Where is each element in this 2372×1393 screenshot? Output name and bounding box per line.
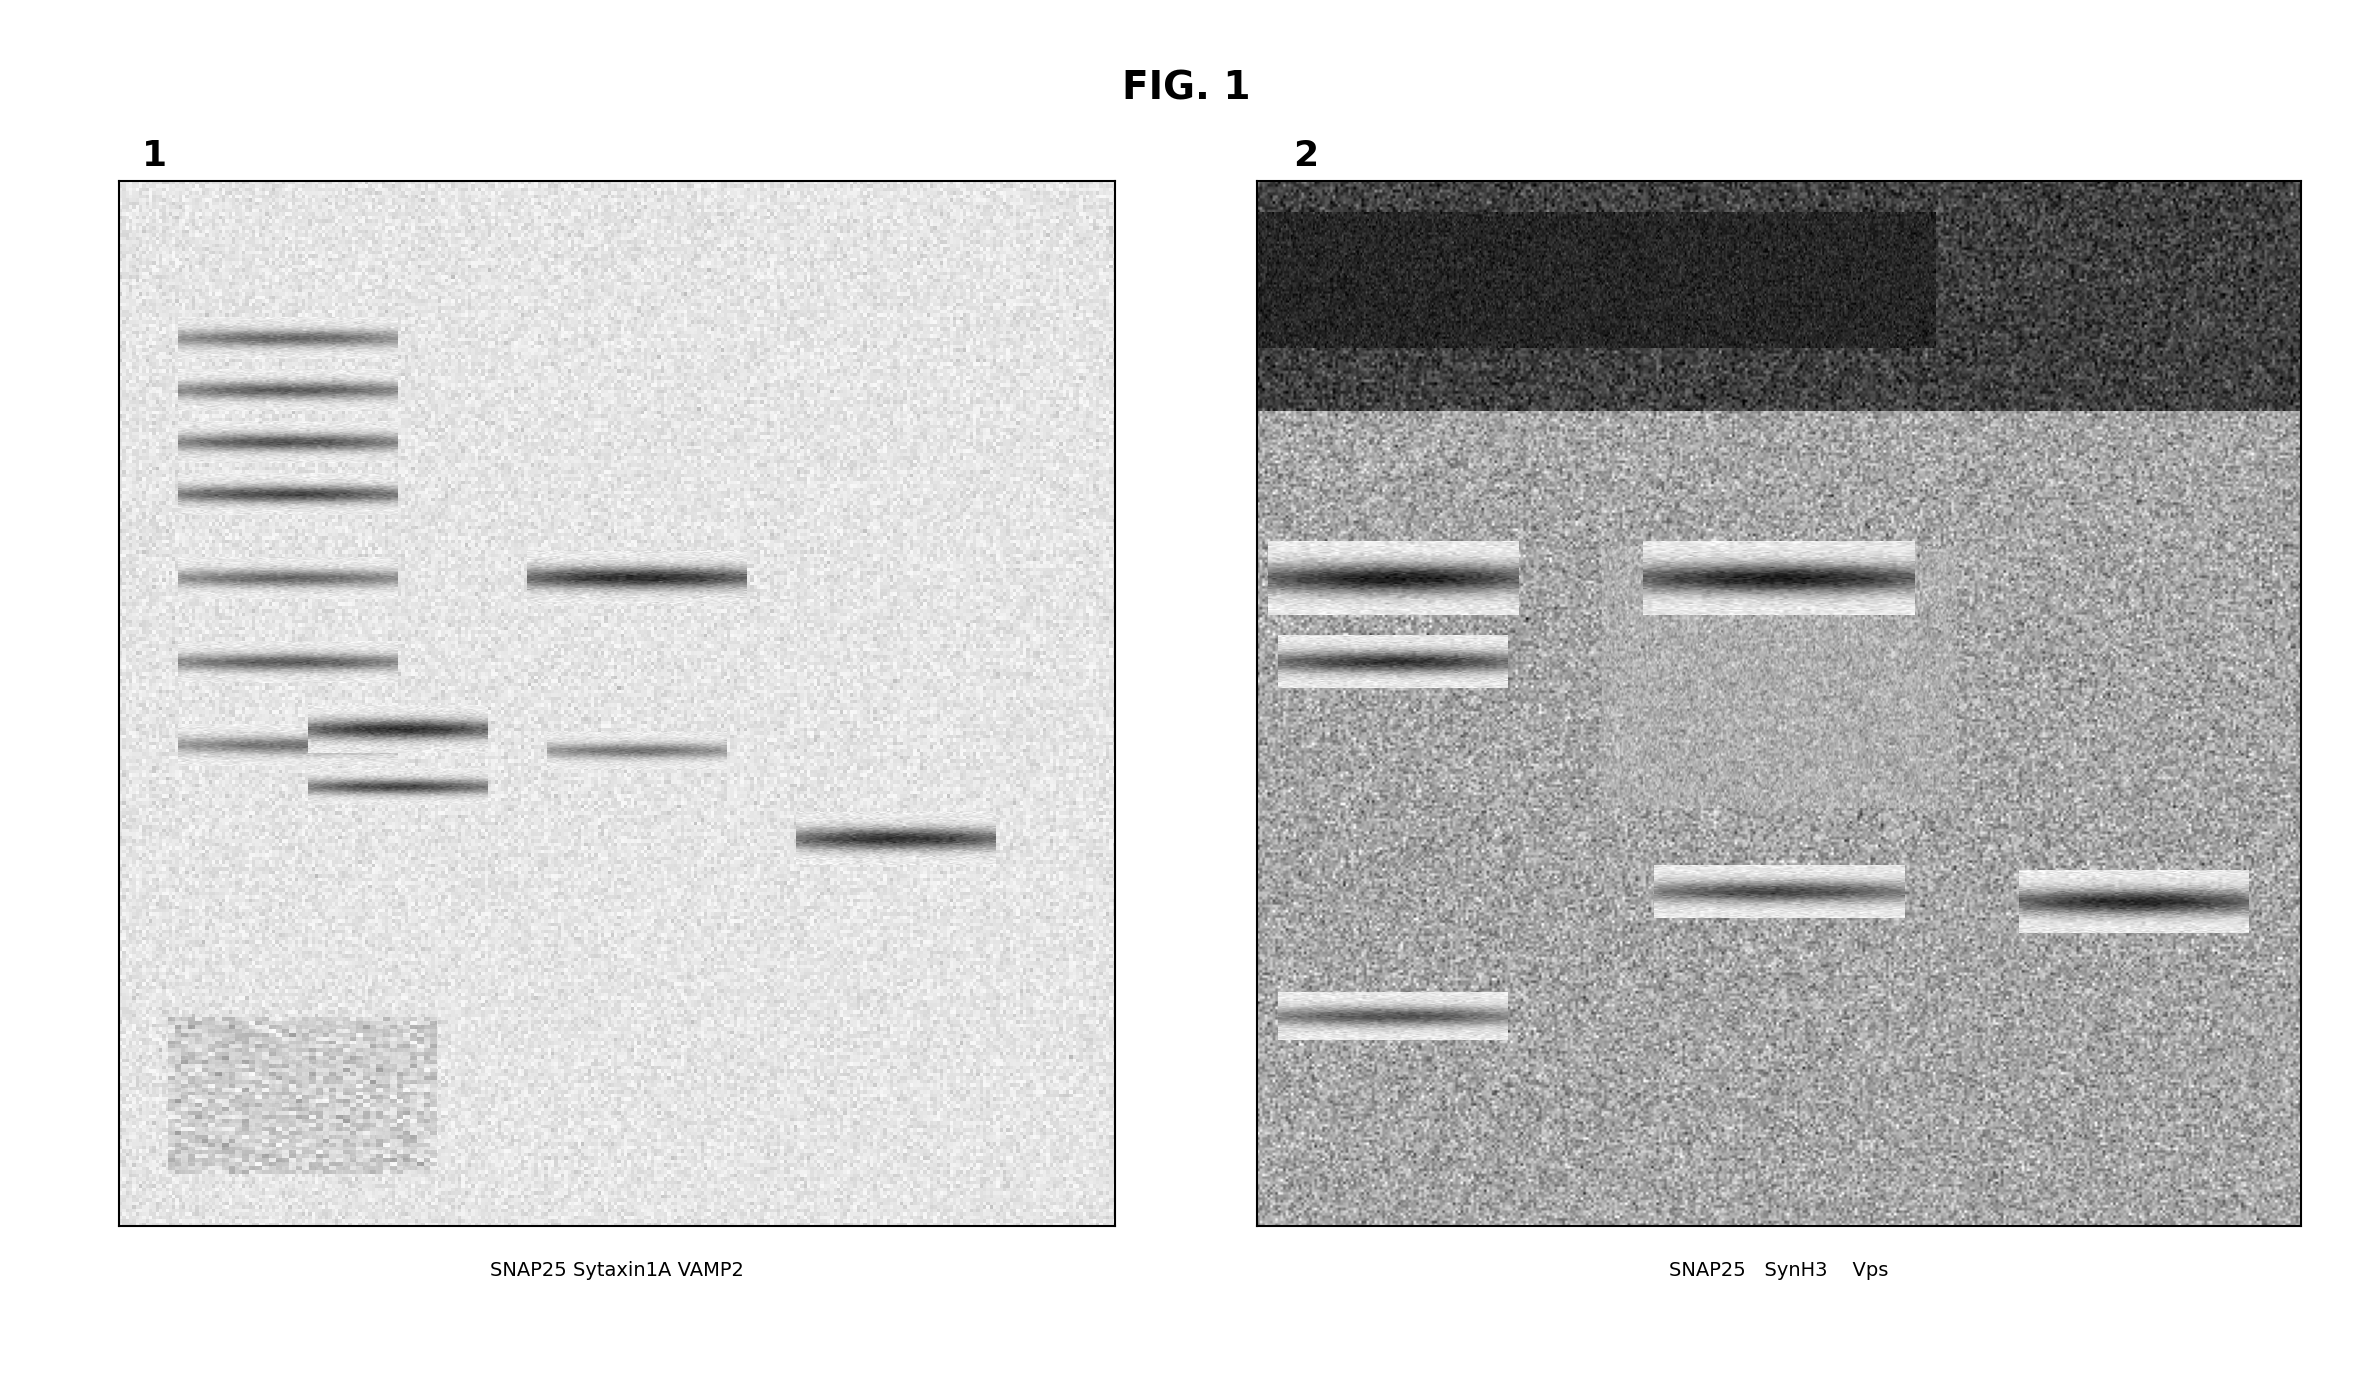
- Text: 2: 2: [1293, 139, 1319, 173]
- Text: SNAP25   SynH3    Vps: SNAP25 SynH3 Vps: [1670, 1261, 1888, 1280]
- Text: SNAP25 Sytaxin1A VAMP2: SNAP25 Sytaxin1A VAMP2: [489, 1261, 745, 1280]
- Text: 1: 1: [142, 139, 168, 173]
- Text: FIG. 1: FIG. 1: [1122, 70, 1250, 107]
